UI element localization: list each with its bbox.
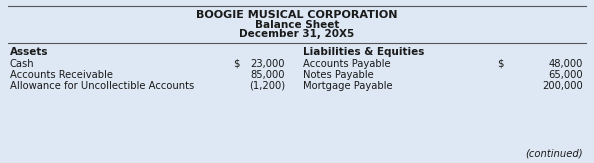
Text: Notes Payable: Notes Payable	[303, 70, 374, 80]
Text: 85,000: 85,000	[251, 70, 285, 80]
Text: December 31, 20X5: December 31, 20X5	[239, 29, 355, 39]
Text: Accounts Payable: Accounts Payable	[303, 59, 391, 69]
Text: Mortgage Payable: Mortgage Payable	[303, 81, 393, 91]
Text: 23,000: 23,000	[251, 59, 285, 69]
Text: Allowance for Uncollectible Accounts: Allowance for Uncollectible Accounts	[10, 81, 194, 91]
Text: 65,000: 65,000	[548, 70, 583, 80]
Text: BOOGIE MUSICAL CORPORATION: BOOGIE MUSICAL CORPORATION	[196, 10, 398, 20]
Text: Cash: Cash	[10, 59, 34, 69]
Text: 48,000: 48,000	[549, 59, 583, 69]
Text: (1,200): (1,200)	[249, 81, 285, 91]
Text: $: $	[497, 59, 504, 69]
Text: 200,000: 200,000	[542, 81, 583, 91]
Text: Balance Sheet: Balance Sheet	[255, 20, 339, 30]
Text: $: $	[233, 59, 239, 69]
Text: Liabilities & Equities: Liabilities & Equities	[303, 47, 424, 57]
Text: Accounts Receivable: Accounts Receivable	[10, 70, 113, 80]
Text: Assets: Assets	[10, 47, 49, 57]
Text: (continued): (continued)	[525, 148, 583, 158]
